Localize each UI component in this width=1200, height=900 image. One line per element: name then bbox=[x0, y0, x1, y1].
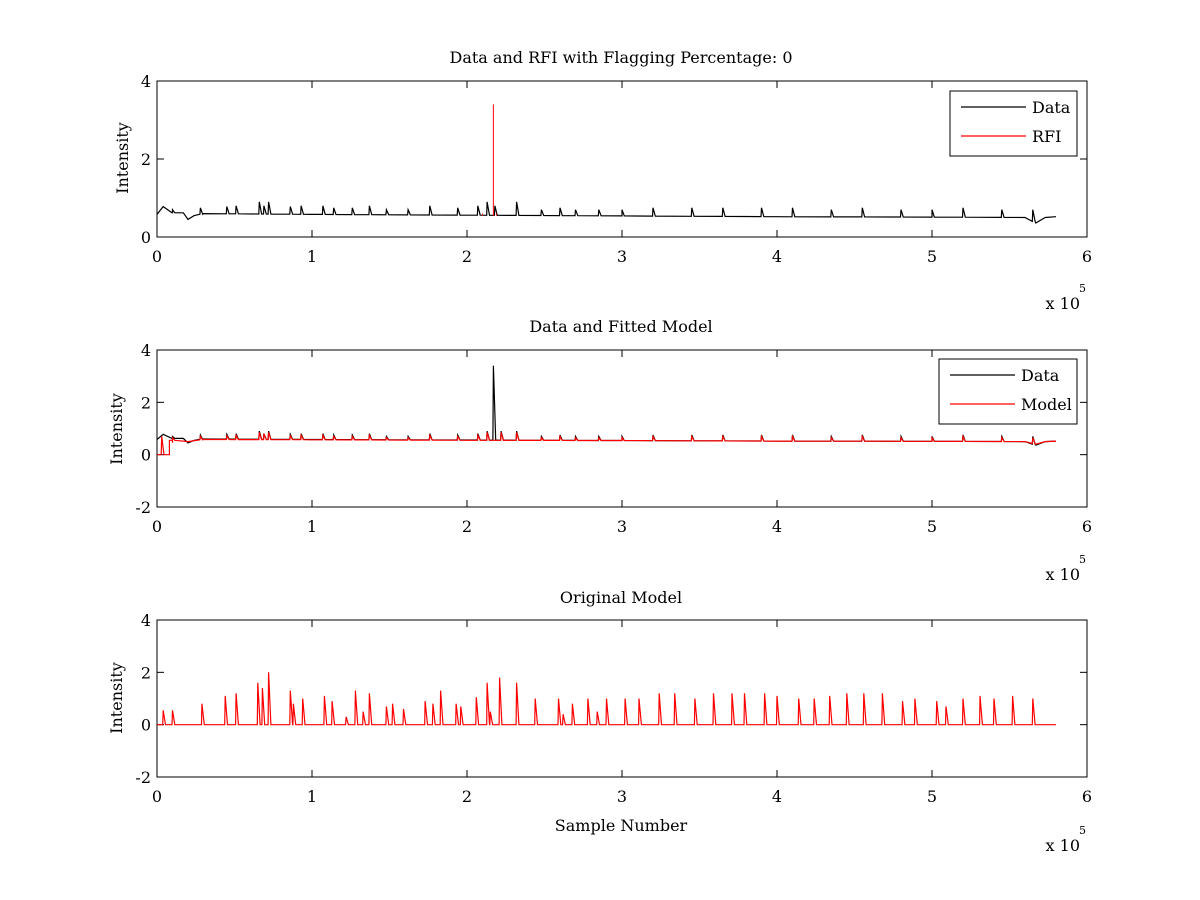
y-tick-label: 0 bbox=[141, 716, 151, 735]
x-tick-label: 0 bbox=[152, 517, 162, 536]
panel-title: Original Model bbox=[560, 588, 682, 607]
x-axis-title: Sample Number bbox=[555, 816, 688, 835]
x-tick-label: 5 bbox=[927, 787, 937, 806]
legend-box bbox=[938, 358, 1078, 425]
y-tick-label: 2 bbox=[141, 663, 151, 682]
x-tick-label: 3 bbox=[617, 787, 627, 806]
legend-box bbox=[949, 90, 1078, 157]
panel-data-and-fitted-model: Data and Fitted Model Intensity x 10 5 bbox=[107, 317, 1086, 584]
x-tick-label: 3 bbox=[617, 517, 627, 536]
panel-data-and-rfi: Data and RFI with Flagging Percentage: 0… bbox=[113, 48, 1086, 313]
x-tick-label: 1 bbox=[307, 247, 317, 266]
y-tick-label: 4 bbox=[141, 72, 151, 91]
x-tick-label: 4 bbox=[772, 787, 782, 806]
y-tick-label: 0 bbox=[141, 228, 151, 247]
y-tick-label: 4 bbox=[141, 611, 151, 630]
x-exponent-label: x 10 bbox=[1046, 836, 1080, 855]
panel-title: Data and RFI with Flagging Percentage: 0 bbox=[449, 48, 792, 67]
panel-original-model: Original Model Intensity Sample Number x… bbox=[107, 588, 1086, 855]
y-axis-title: Intensity bbox=[107, 393, 126, 465]
x-tick-label: 0 bbox=[152, 247, 162, 266]
y-tick-label: 2 bbox=[141, 393, 151, 412]
series-model-line bbox=[157, 432, 1057, 456]
x-tick-label: 6 bbox=[1082, 787, 1092, 806]
legend: Data Model bbox=[938, 358, 1078, 425]
legend: Data RFI bbox=[949, 90, 1078, 157]
y-tick-label: -2 bbox=[135, 768, 151, 787]
x-tick-label: 2 bbox=[462, 247, 472, 266]
x-tick-label: 1 bbox=[307, 517, 317, 536]
legend-label: Data bbox=[1021, 366, 1060, 385]
y-tick-label: 2 bbox=[141, 150, 151, 169]
x-tick-label: 1 bbox=[307, 787, 317, 806]
x-tick-label: 0 bbox=[152, 787, 162, 806]
x-tick-label: 2 bbox=[462, 517, 472, 536]
x-exponent-power: 5 bbox=[1079, 553, 1086, 566]
x-exponent-power: 5 bbox=[1079, 824, 1086, 837]
legend-label: Data bbox=[1032, 98, 1071, 117]
y-axis-title: Intensity bbox=[113, 122, 132, 194]
x-tick-label: 6 bbox=[1082, 247, 1092, 266]
y-tick-label: 4 bbox=[141, 341, 151, 360]
x-exponent-label: x 10 bbox=[1046, 294, 1080, 313]
x-tick-label: 4 bbox=[772, 517, 782, 536]
y-axis-title: Intensity bbox=[107, 662, 126, 734]
x-tick-label: 3 bbox=[617, 247, 627, 266]
series-data-line bbox=[156, 201, 1057, 224]
y-tick-label: 0 bbox=[141, 446, 151, 465]
x-exponent-power: 5 bbox=[1079, 282, 1086, 295]
x-tick-label: 2 bbox=[462, 787, 472, 806]
panel-title: Data and Fitted Model bbox=[529, 317, 712, 336]
axes-box bbox=[156, 619, 1088, 778]
x-tick-label: 5 bbox=[927, 517, 937, 536]
series-model-line bbox=[157, 672, 1056, 726]
axes-box bbox=[156, 349, 1088, 508]
x-tick-label: 5 bbox=[927, 247, 937, 266]
plot-area-1: 0 1 2 3 4 5 6 0 2 4 Data RFI bbox=[141, 72, 1092, 266]
x-tick-label: 6 bbox=[1082, 517, 1092, 536]
y-tick-label: -2 bbox=[135, 498, 151, 517]
legend-label: Model bbox=[1021, 395, 1072, 414]
x-exponent-label: x 10 bbox=[1046, 565, 1080, 584]
legend-label: RFI bbox=[1032, 127, 1061, 146]
x-tick-label: 4 bbox=[772, 247, 782, 266]
